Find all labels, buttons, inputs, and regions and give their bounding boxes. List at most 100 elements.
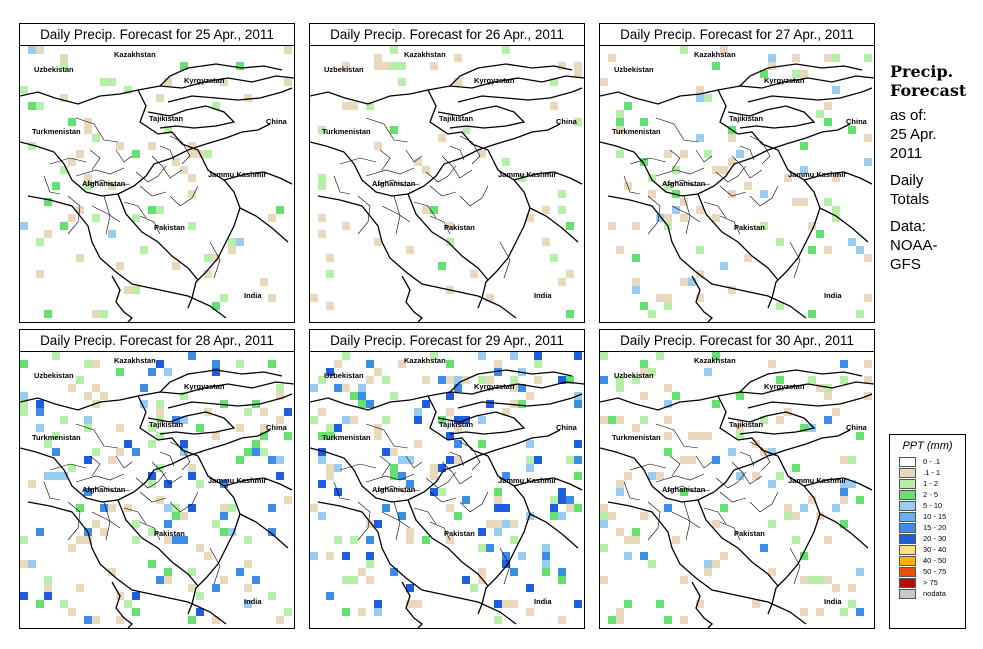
precip-cell bbox=[374, 520, 382, 528]
precip-cell bbox=[712, 560, 720, 568]
province-boundary bbox=[139, 185, 167, 197]
province-boundary bbox=[75, 423, 119, 449]
precip-cell bbox=[212, 432, 220, 440]
legend-item: 10 - 15 bbox=[890, 512, 965, 523]
precip-cell bbox=[624, 102, 632, 110]
precip-cell bbox=[864, 254, 872, 262]
data-source-line2: NOAA- bbox=[890, 237, 938, 254]
precip-cell bbox=[188, 584, 196, 592]
precip-cell bbox=[318, 432, 326, 440]
country-border bbox=[159, 63, 283, 87]
precip-cell bbox=[276, 392, 284, 400]
map-label-pakistan: Pakistan bbox=[734, 223, 765, 232]
map-label-tajikistan: Tajikistan bbox=[439, 114, 474, 123]
map-label-turkmenistan: Turkmenistan bbox=[32, 127, 81, 136]
precip-cell bbox=[374, 54, 382, 62]
precip-cell bbox=[768, 520, 776, 528]
precip-cell bbox=[116, 424, 124, 432]
map-svg bbox=[600, 352, 874, 628]
precip-cell bbox=[220, 576, 228, 584]
precip-cell bbox=[720, 166, 728, 174]
precip-cell bbox=[680, 616, 688, 624]
ppt-legend: PPT (mm) 0 - .1 .1 - 1 1 - 2 2 - 5 5 - 10 10 … bbox=[889, 434, 966, 629]
precip-cell bbox=[422, 206, 430, 214]
precip-cell bbox=[856, 246, 864, 254]
province-boundary bbox=[459, 491, 489, 513]
precip-cell bbox=[462, 576, 470, 584]
precip-cell bbox=[550, 102, 558, 110]
precip-cell bbox=[632, 278, 640, 286]
country-border bbox=[529, 513, 579, 549]
precip-cell bbox=[84, 416, 92, 424]
precip-cell bbox=[864, 360, 872, 368]
precip-cell bbox=[526, 584, 534, 592]
precip-cell bbox=[784, 174, 792, 182]
precip-cell bbox=[276, 616, 284, 624]
province-boundary bbox=[719, 215, 741, 235]
province-boundary bbox=[715, 471, 747, 489]
precip-cell bbox=[840, 360, 848, 368]
precip-cell bbox=[696, 600, 704, 608]
province-boundary bbox=[169, 491, 199, 513]
precip-cell bbox=[768, 360, 776, 368]
map-label-kazakhstan: Kazakhstan bbox=[114, 356, 156, 365]
precip-cell bbox=[680, 488, 688, 496]
precip-cell bbox=[406, 528, 414, 536]
precip-cell bbox=[382, 376, 390, 384]
province-boundary bbox=[75, 117, 119, 143]
as-of-date-line1: 25 Apr. bbox=[890, 126, 937, 143]
as-of-label: as of: bbox=[890, 107, 927, 124]
precip-cell bbox=[848, 126, 856, 134]
precip-cell bbox=[164, 520, 172, 528]
precip-cell bbox=[406, 246, 414, 254]
province-boundary bbox=[159, 451, 175, 467]
precip-cell bbox=[228, 246, 236, 254]
map-label-tajikistan: Tajikistan bbox=[439, 420, 474, 429]
precip-cell bbox=[864, 376, 872, 384]
precip-cell bbox=[382, 416, 390, 424]
precip-cell bbox=[502, 408, 510, 416]
map-label-kyrgyzstan: Kyrgyzstan bbox=[474, 382, 515, 391]
precip-cell bbox=[800, 70, 808, 78]
precip-cell bbox=[406, 456, 414, 464]
precip-cell bbox=[760, 544, 768, 552]
map-label-china: China bbox=[556, 423, 577, 432]
precip-cell bbox=[76, 206, 84, 214]
precip-cell bbox=[542, 560, 550, 568]
province-boundary bbox=[429, 215, 451, 235]
precip-cell bbox=[526, 392, 534, 400]
legend-swatch bbox=[899, 512, 916, 522]
precip-cell bbox=[672, 206, 680, 214]
province-boundary bbox=[731, 155, 763, 179]
precip-cell bbox=[342, 222, 350, 230]
precip-cell bbox=[776, 302, 784, 310]
precip-cell bbox=[140, 400, 148, 408]
precip-cell bbox=[366, 552, 374, 560]
precip-cell bbox=[800, 552, 808, 560]
precip-cell bbox=[478, 576, 486, 584]
map-label-turkmenistan: Turkmenistan bbox=[322, 127, 371, 136]
precip-cell bbox=[212, 302, 220, 310]
precip-cell bbox=[326, 472, 334, 480]
precip-cell bbox=[478, 352, 486, 360]
province-boundary bbox=[665, 179, 711, 187]
map-label-turkmenistan: Turkmenistan bbox=[612, 127, 661, 136]
country-border bbox=[739, 369, 863, 393]
precip-cell bbox=[600, 544, 608, 552]
precip-cell bbox=[212, 616, 220, 624]
province-boundary bbox=[375, 179, 421, 187]
precip-cell bbox=[148, 528, 156, 536]
legend-title: PPT (mm) bbox=[902, 440, 953, 452]
precip-cell bbox=[510, 520, 518, 528]
precip-cell bbox=[760, 70, 768, 78]
precip-cell bbox=[92, 616, 100, 624]
precip-cell bbox=[744, 182, 752, 190]
precip-cell bbox=[156, 400, 164, 408]
precip-cell bbox=[776, 238, 784, 246]
precip-cell bbox=[824, 536, 832, 544]
precip-cell bbox=[108, 456, 116, 464]
map-label-china: China bbox=[846, 423, 867, 432]
precip-cell bbox=[406, 536, 414, 544]
precip-cell bbox=[228, 238, 236, 246]
precip-cell bbox=[36, 424, 44, 432]
